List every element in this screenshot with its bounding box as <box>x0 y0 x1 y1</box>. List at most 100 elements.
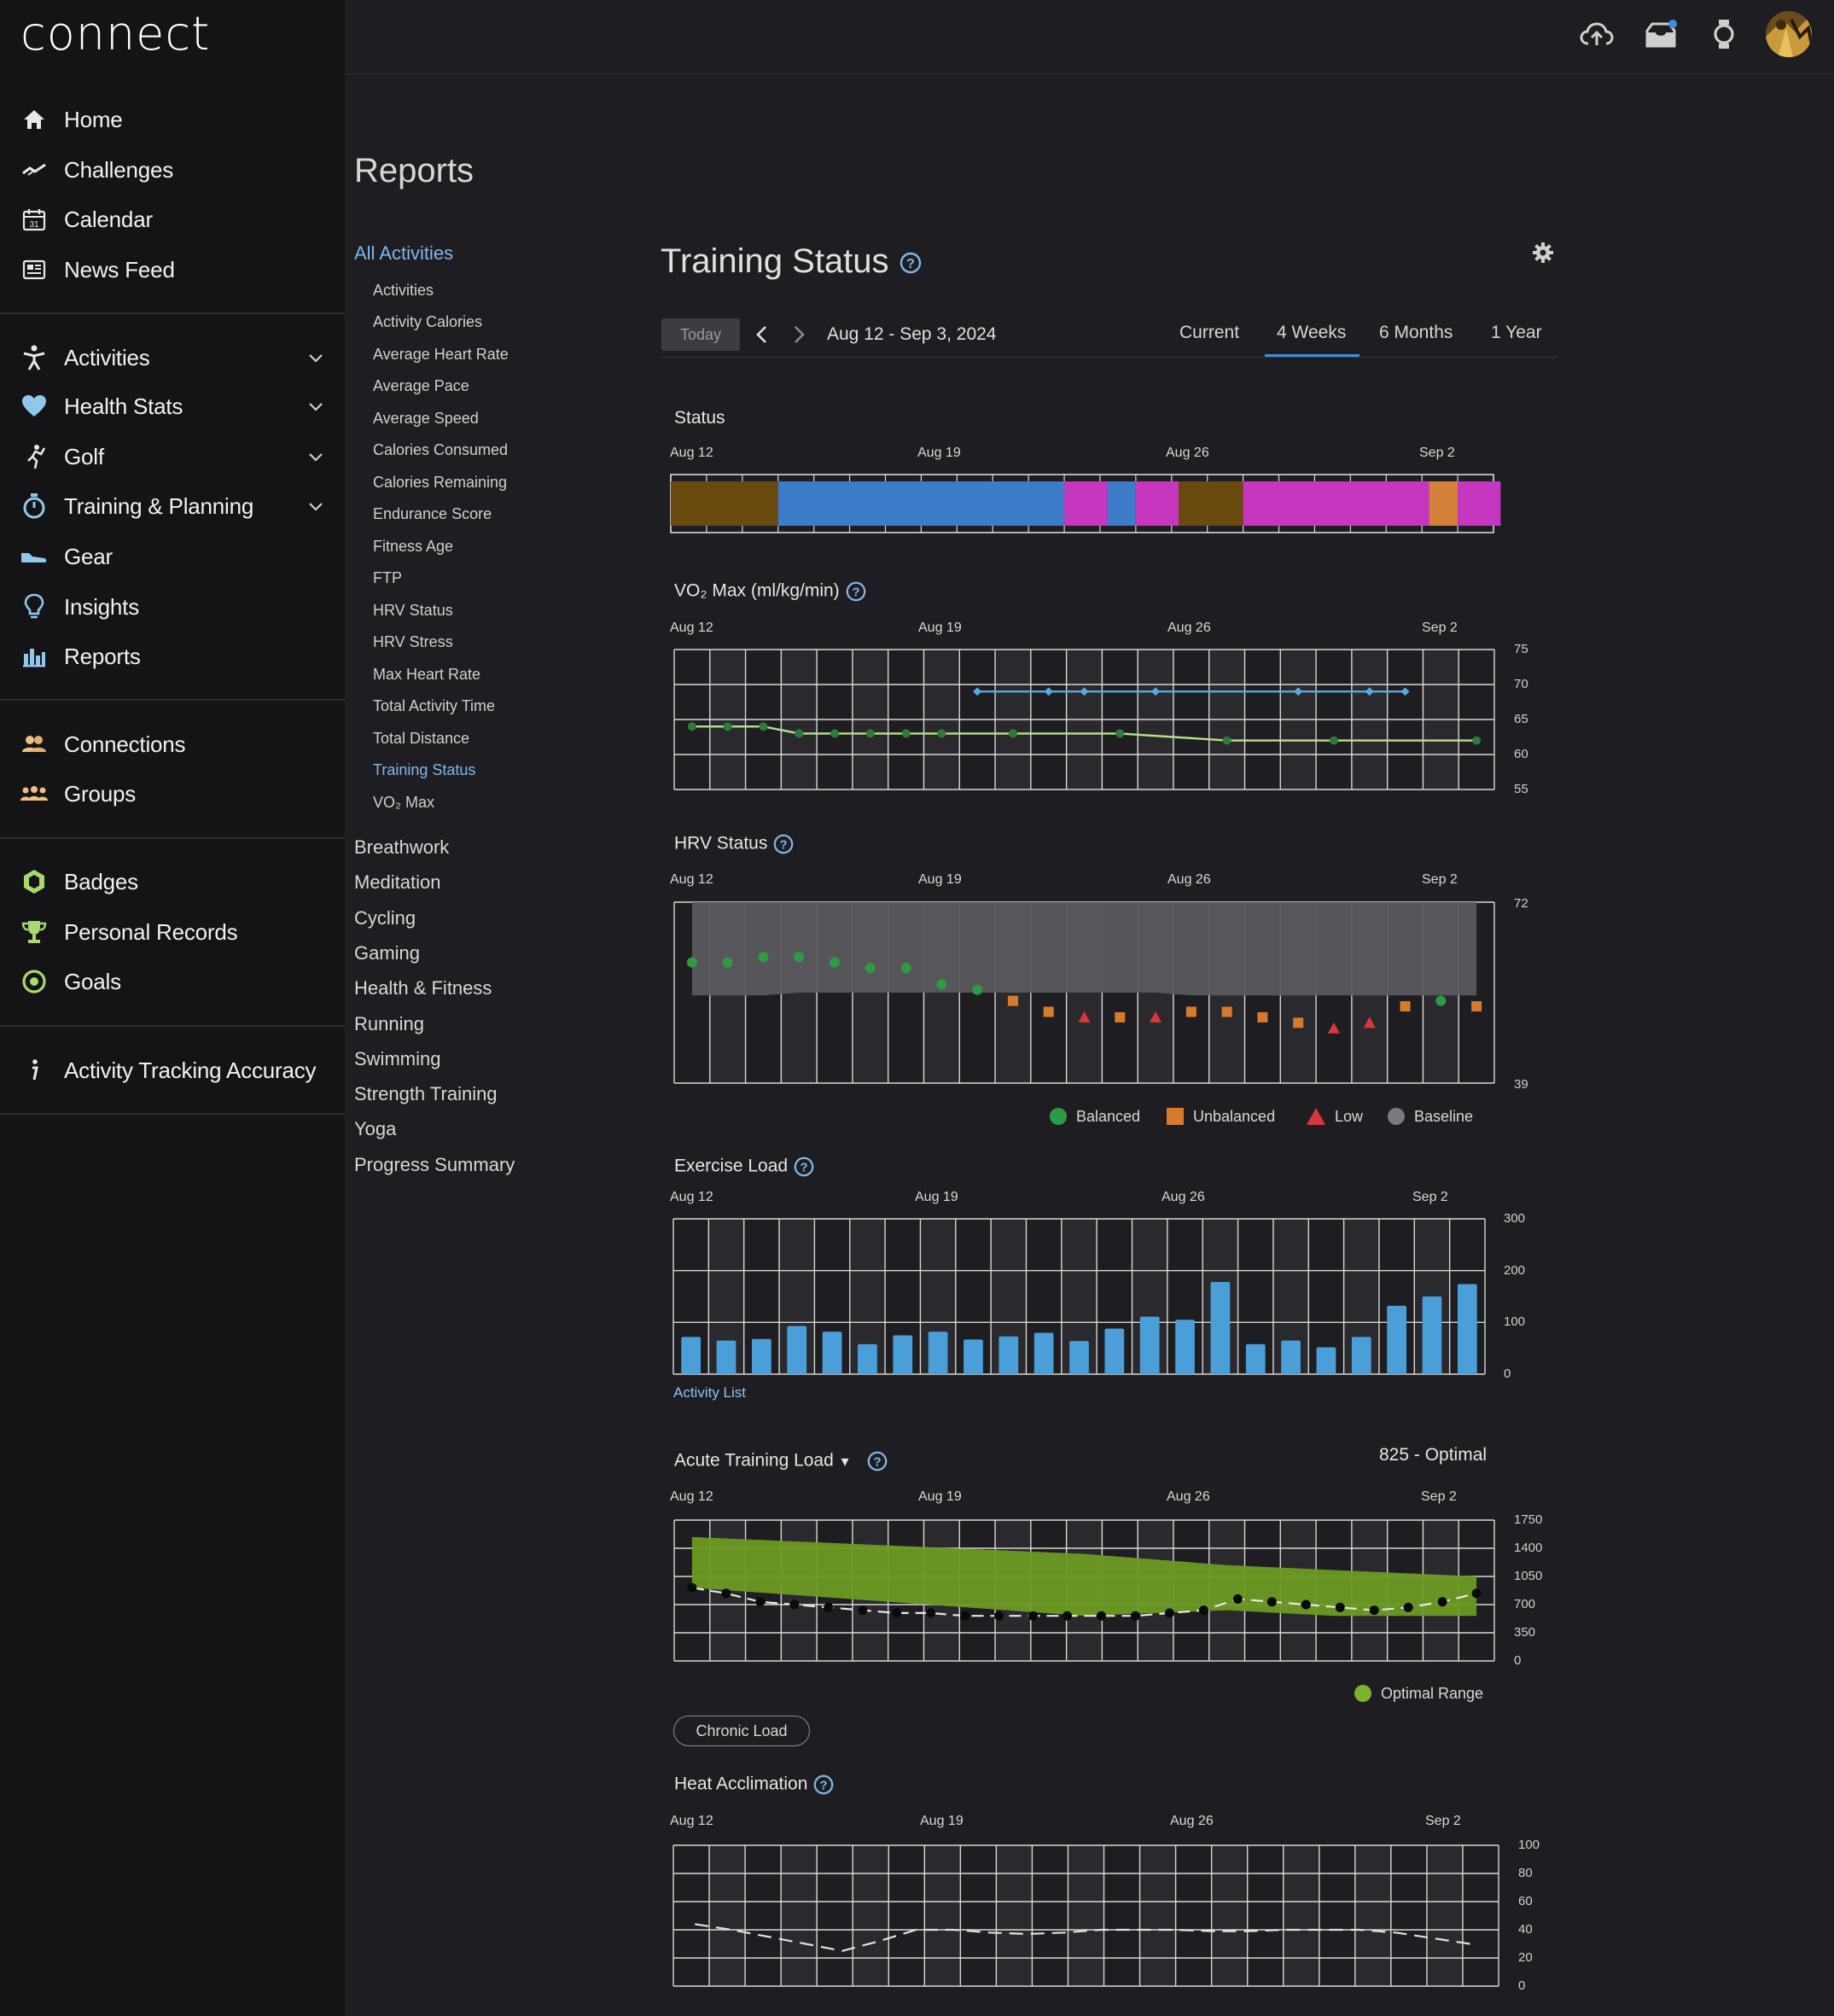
reports-sub-item[interactable]: Fitness Age <box>373 538 454 555</box>
sidebar-item-label: Challenges <box>64 156 174 183</box>
sidebar-item-health-stats[interactable]: Health Stats <box>0 384 345 428</box>
reports-sub-item[interactable]: Average Speed <box>373 410 479 427</box>
y-tick-label: 55 <box>1514 782 1528 796</box>
app-logo[interactable]: connect <box>20 7 211 61</box>
help-icon[interactable]: ? <box>899 251 923 275</box>
reports-sub-item[interactable]: Total Distance <box>373 730 470 747</box>
reports-sub-item[interactable]: HRV Stress <box>373 633 453 650</box>
vo2max-point <box>1115 729 1125 738</box>
reports-sub-item[interactable]: Max Heart Rate <box>373 666 481 683</box>
calendar-icon: 31 <box>20 206 48 233</box>
reports-category[interactable]: Meditation <box>354 871 441 893</box>
sidebar-item-label: Activity Tracking Accuracy <box>64 1057 317 1083</box>
date-tick-label: Sep 2 <box>1422 872 1458 887</box>
exercise-load-bar <box>858 1343 877 1374</box>
sidebar-divider <box>0 312 345 314</box>
acute-load-point <box>1301 1599 1311 1610</box>
sidebar-item-connections[interactable]: Connections <box>0 722 345 766</box>
legend-balanced: Balanced <box>1049 1107 1140 1126</box>
hrv-chart-title: HRV Status ? <box>674 833 795 855</box>
sidebar-item-training-planning[interactable]: Training & Planning <box>0 484 345 528</box>
inbox-icon[interactable] <box>1642 15 1680 53</box>
gear-icon[interactable] <box>1531 241 1555 265</box>
y-tick-label: 75 <box>1514 642 1528 656</box>
chevron-right-icon[interactable] <box>789 323 809 347</box>
watch-icon[interactable] <box>1705 15 1743 53</box>
chronic-load-button[interactable]: Chronic Load <box>673 1716 810 1746</box>
acute-load-point <box>1369 1605 1379 1616</box>
sidebar-item-home[interactable]: Home <box>0 97 345 142</box>
sidebar-item-news-feed[interactable]: News Feed <box>0 248 345 292</box>
sidebar-item-activity-tracking-accuracy[interactable]: Activity Tracking Accuracy <box>0 1048 345 1092</box>
activities-icon <box>20 344 48 371</box>
reports-sub-item[interactable]: Activities <box>373 282 434 299</box>
y-tick-label: 72 <box>1514 896 1528 911</box>
reports-category[interactable]: Cycling <box>354 907 416 929</box>
exercise-load-bar <box>1316 1347 1336 1374</box>
sidebar-item-reports[interactable]: Reports <box>0 634 345 679</box>
upload-cloud-icon[interactable] <box>1578 15 1616 53</box>
hrv-point-balanced <box>865 963 876 974</box>
reports-category[interactable]: Running <box>354 1013 424 1034</box>
sidebar-item-label: Activities <box>64 344 150 370</box>
y-tick-label: 80 <box>1518 1866 1533 1880</box>
acute-load-point <box>858 1605 868 1616</box>
sidebar-item-gear[interactable]: Gear <box>0 534 345 579</box>
reports-sub-item[interactable]: HRV Status <box>373 602 453 619</box>
y-tick-label: 0 <box>1518 1978 1526 1993</box>
reports-sub-item[interactable]: Average Heart Rate <box>373 346 509 363</box>
reports-sub-item[interactable]: Average Pace <box>373 377 469 394</box>
reports-category[interactable]: Breathwork <box>354 836 450 858</box>
tab-1-year[interactable]: 1 Year <box>1491 323 1542 342</box>
sidebar-item-calendar[interactable]: 31 Calendar <box>0 197 345 242</box>
hrv-point-unbalanced <box>1185 1006 1196 1017</box>
acute-training-load-value: 825 - Optimal <box>1379 1445 1488 1465</box>
activity-list-link[interactable]: Activity List <box>673 1384 747 1401</box>
today-button[interactable]: Today <box>661 318 740 351</box>
topbar-divider <box>345 73 1834 74</box>
reports-sub-item[interactable]: Total Activity Time <box>373 697 496 714</box>
help-icon[interactable]: ? <box>812 1774 835 1796</box>
tab-6-months[interactable]: 6 Months <box>1379 323 1453 342</box>
help-icon[interactable]: ? <box>845 580 867 603</box>
chevron-left-icon[interactable] <box>752 323 772 347</box>
reports-sub-item[interactable]: Calories Remaining <box>373 474 508 491</box>
reports-category[interactable]: Yoga <box>354 1118 397 1139</box>
reports-category[interactable]: Gaming <box>354 942 421 964</box>
reports-sub-item[interactable]: FTP <box>373 569 402 586</box>
acute-training-load-chart-title[interactable]: Acute Training Load ▼ ? <box>674 1450 888 1472</box>
reports-sub-item-active[interactable]: Training Status <box>373 761 476 778</box>
status-segment <box>1243 481 1429 526</box>
tab-4-weeks[interactable]: 4 Weeks <box>1277 323 1347 342</box>
avatar[interactable] <box>1765 10 1813 58</box>
lightbulb-icon <box>20 593 48 621</box>
sidebar-item-goals[interactable]: Goals <box>0 959 345 1004</box>
sidebar-item-insights[interactable]: Insights <box>0 585 345 629</box>
reports-sub-item[interactable]: VO₂ Max <box>373 794 434 811</box>
reports-sub-item[interactable]: Activity Calories <box>373 313 483 330</box>
sidebar-item-personal-records[interactable]: Personal Records <box>0 910 345 954</box>
heat-acclimation-band <box>1211 1845 1248 1986</box>
sidebar-item-badges[interactable]: Badges <box>0 859 345 904</box>
acute-load-point <box>1164 1608 1174 1618</box>
reports-all-activities-link[interactable]: All Activities <box>354 242 454 264</box>
sidebar-item-golf[interactable]: Golf <box>0 434 345 479</box>
exercise-load-bar <box>1422 1296 1442 1374</box>
tab-current[interactable]: Current <box>1179 323 1240 342</box>
golf-icon <box>20 443 48 470</box>
sidebar-item-groups[interactable]: Groups <box>0 772 345 816</box>
sidebar-item-challenges[interactable]: Challenges <box>0 148 345 192</box>
reports-sub-item[interactable]: Calories Consumed <box>373 441 509 458</box>
reports-category[interactable]: Strength Training <box>354 1083 498 1104</box>
acute-load-line <box>691 1587 1477 1617</box>
reports-category[interactable]: Swimming <box>354 1048 441 1069</box>
help-icon[interactable]: ? <box>772 833 795 855</box>
reports-sub-item[interactable]: Endurance Score <box>373 505 492 522</box>
goal-icon <box>20 968 48 995</box>
hrv-point-low <box>1327 1022 1340 1034</box>
sidebar-item-activities[interactable]: Activities <box>0 335 345 380</box>
help-icon[interactable]: ? <box>866 1450 888 1472</box>
reports-category[interactable]: Progress Summary <box>354 1154 515 1175</box>
help-icon[interactable]: ? <box>793 1156 815 1178</box>
reports-category[interactable]: Health & Fitness <box>354 977 492 999</box>
